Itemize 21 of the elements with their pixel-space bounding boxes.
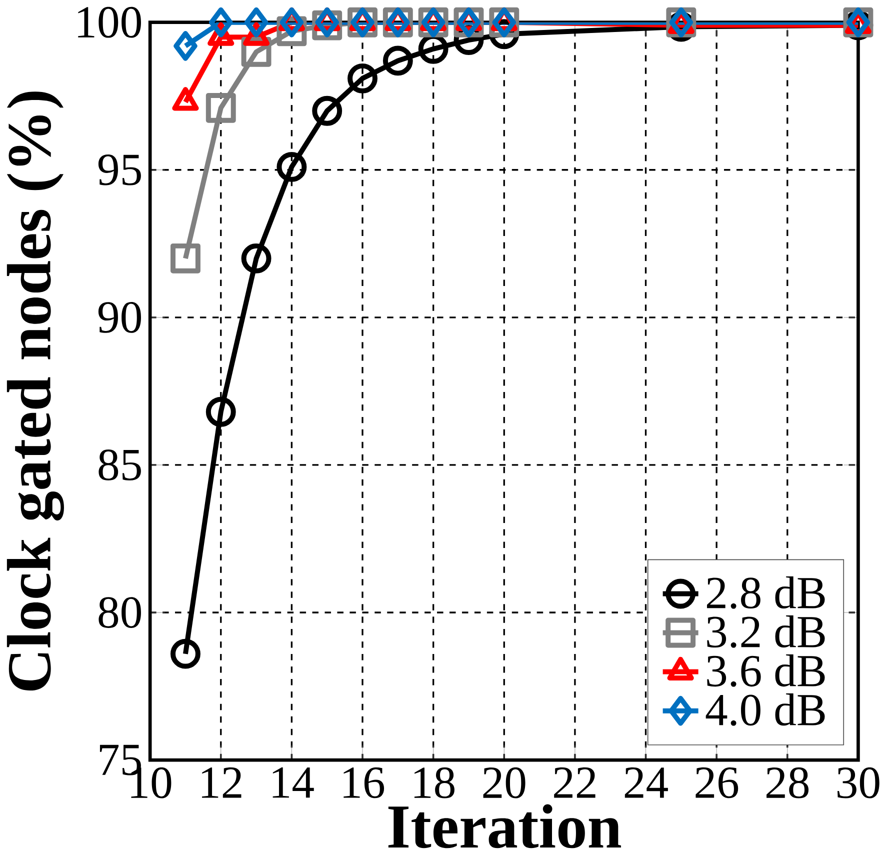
y-tick-label: 100 (78, 6, 141, 38)
legend-label: 2.8 dB (706, 576, 825, 609)
x-axis-title: Iteration (388, 804, 622, 848)
legend-label: 3.2 dB (707, 615, 825, 648)
y-tick-label: 80 (98, 597, 141, 628)
legend-label: 3.6 dB (707, 654, 825, 687)
x-tick-label: 30 (838, 767, 880, 798)
y-tick-label: 85 (98, 450, 141, 480)
x-tick-label: 24 (624, 767, 668, 798)
x-tick-label: 12 (202, 767, 242, 798)
legend-label: 4.0 dB (706, 693, 825, 726)
x-tick-label: 22 (554, 767, 596, 798)
x-tick-label: 26 (696, 767, 738, 798)
x-tick-label: 20 (483, 767, 526, 798)
x-tick-label: 28 (766, 767, 809, 798)
y-axis-title: Clock gated nodes (%) (6, 92, 64, 691)
y-tick-label: 95 (98, 154, 141, 186)
x-tick-label: 16 (344, 767, 384, 798)
y-tick-label: 90 (98, 302, 141, 333)
x-tick-label: 18 (414, 767, 454, 798)
x-tick-label: 14 (272, 767, 314, 798)
